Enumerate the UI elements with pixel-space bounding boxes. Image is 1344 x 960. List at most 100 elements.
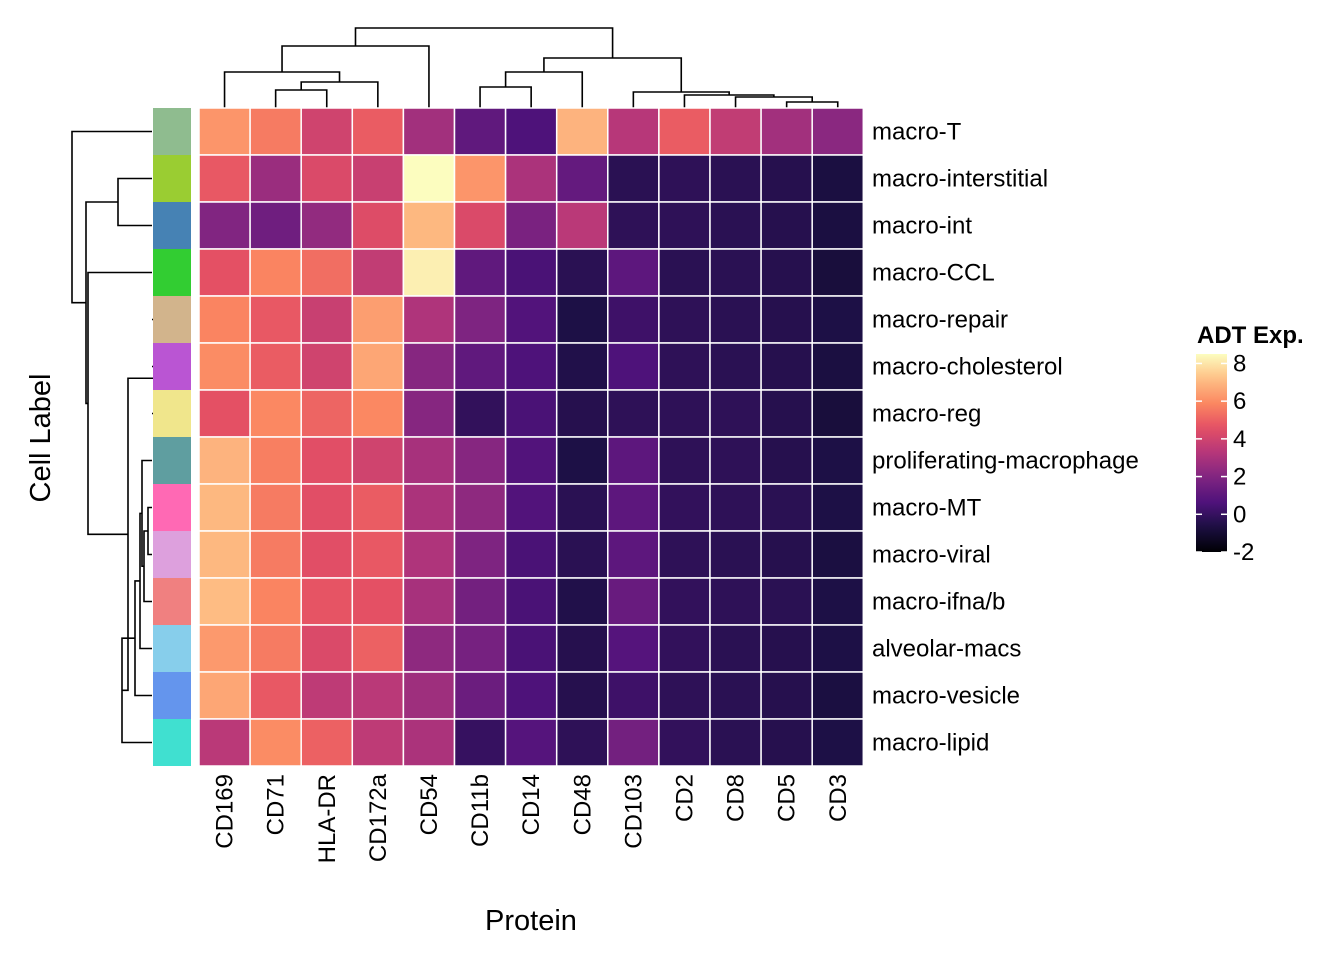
dendrogram-link — [354, 27, 614, 58]
heatmap-cell — [198, 530, 251, 579]
heatmap-cell — [555, 342, 609, 391]
heatmap-cell — [607, 624, 660, 673]
column-label: CD3 — [825, 774, 852, 822]
heatmap-cell — [249, 671, 302, 720]
heatmap-cell — [709, 624, 762, 673]
column-labels: CD169 CD71 HLA-DR CD172a CD54 CD11b CD14 CD48 CD… — [212, 773, 852, 863]
heatmap-cell — [504, 530, 558, 579]
column-label: CD103 — [620, 774, 647, 849]
heatmap-cell — [607, 530, 660, 579]
heatmap-cell — [709, 718, 762, 767]
row-label: alveolar-macs — [872, 636, 1021, 663]
annotation-swatch — [153, 296, 191, 343]
heatmap-cell — [402, 436, 456, 485]
heatmap-cell — [198, 577, 251, 626]
annotation-swatch — [153, 108, 191, 155]
heatmap-cell — [249, 577, 302, 626]
heatmap-cell — [453, 624, 507, 673]
heatmap-cell — [300, 436, 354, 485]
heatmap-cell — [249, 295, 302, 344]
heatmap-cell — [607, 436, 660, 485]
heatmap-cell — [811, 342, 865, 391]
heatmap-cell — [198, 295, 251, 344]
heatmap-cell — [709, 248, 762, 297]
heatmap-cell — [453, 154, 507, 203]
heatmap-cell — [504, 624, 558, 673]
annotation-swatch — [153, 719, 191, 766]
heatmap-cell — [453, 577, 507, 626]
column-label: CD71 — [263, 774, 290, 835]
dendrogram-link — [504, 71, 584, 108]
heatmap-cell — [607, 671, 660, 720]
heatmap-cell — [709, 201, 762, 250]
dendrogram-link — [117, 177, 152, 227]
row-label: macro-vesicle — [872, 683, 1020, 710]
heatmap-cell — [300, 718, 354, 767]
heatmap-cell — [351, 107, 405, 156]
heatmap-cell — [351, 201, 405, 250]
heatmap-cell — [760, 248, 813, 297]
heatmap-cell — [658, 718, 711, 767]
heatmap-cell — [402, 342, 456, 391]
heatmap-cell — [198, 483, 251, 532]
heatmap-cell — [453, 107, 507, 156]
heatmap-cell — [300, 530, 354, 579]
heatmap-cell — [607, 248, 660, 297]
heatmap-cell — [811, 295, 865, 344]
heatmap-cell — [351, 436, 405, 485]
heatmap-cell — [351, 342, 405, 391]
heatmap-cell — [811, 201, 865, 250]
heatmap-cell — [249, 248, 302, 297]
column-label: CD8 — [723, 774, 750, 822]
heatmap-cell — [351, 248, 405, 297]
heatmap-cell — [555, 154, 609, 203]
row-dendrogram — [71, 130, 164, 744]
column-label: HLA-DR — [314, 774, 341, 863]
row-label: macro-MT — [872, 495, 982, 522]
heatmap-cell — [249, 436, 302, 485]
heatmap-cell — [504, 483, 558, 532]
heatmap-cell — [607, 577, 660, 626]
heatmap-cell — [709, 107, 762, 156]
dendrogram-link — [543, 57, 683, 92]
legend-tick-label: 4 — [1233, 426, 1246, 453]
heatmap-cell — [249, 342, 302, 391]
annotation-swatch — [153, 484, 191, 531]
heatmap-cell — [300, 483, 354, 532]
heatmap-cell — [811, 671, 865, 720]
dendrogram-link — [71, 130, 152, 304]
heatmap-cell — [351, 295, 405, 344]
heatmap-cell — [351, 718, 405, 767]
heatmap-cell — [504, 154, 558, 203]
dendrogram-link — [300, 81, 379, 108]
heatmap-cell — [351, 530, 405, 579]
heatmap-cell — [249, 530, 302, 579]
annotation-swatch — [153, 155, 191, 202]
heatmap-cell — [300, 107, 354, 156]
row-label: macro-cholesterol — [872, 354, 1063, 381]
heatmap-cell — [402, 671, 456, 720]
heatmap-cell — [811, 624, 865, 673]
heatmap-cell — [658, 154, 711, 203]
heatmap-cell — [658, 436, 711, 485]
heatmap-cell — [300, 248, 354, 297]
heatmap-cell — [504, 342, 558, 391]
column-label: CD169 — [212, 774, 239, 849]
column-label: CD11b — [467, 774, 494, 847]
heatmap-cell — [300, 577, 354, 626]
legend-tick-label: 8 — [1233, 350, 1246, 377]
heatmap-cell — [249, 107, 302, 156]
heatmap-cell — [658, 624, 711, 673]
heatmap-cell — [249, 718, 302, 767]
heatmap-cell — [760, 436, 813, 485]
legend-tick-label: -2 — [1233, 539, 1254, 566]
heatmap-cell — [607, 154, 660, 203]
heatmap-cell — [198, 389, 251, 438]
color-legend: ADT Exp. 8 6 4 2 0 -2 — [1196, 322, 1304, 566]
dendrogram-link — [479, 86, 532, 108]
heatmap-cell — [555, 389, 609, 438]
heatmap-cell — [658, 342, 711, 391]
heatmap-cell — [555, 718, 609, 767]
heatmap-cell — [760, 577, 813, 626]
